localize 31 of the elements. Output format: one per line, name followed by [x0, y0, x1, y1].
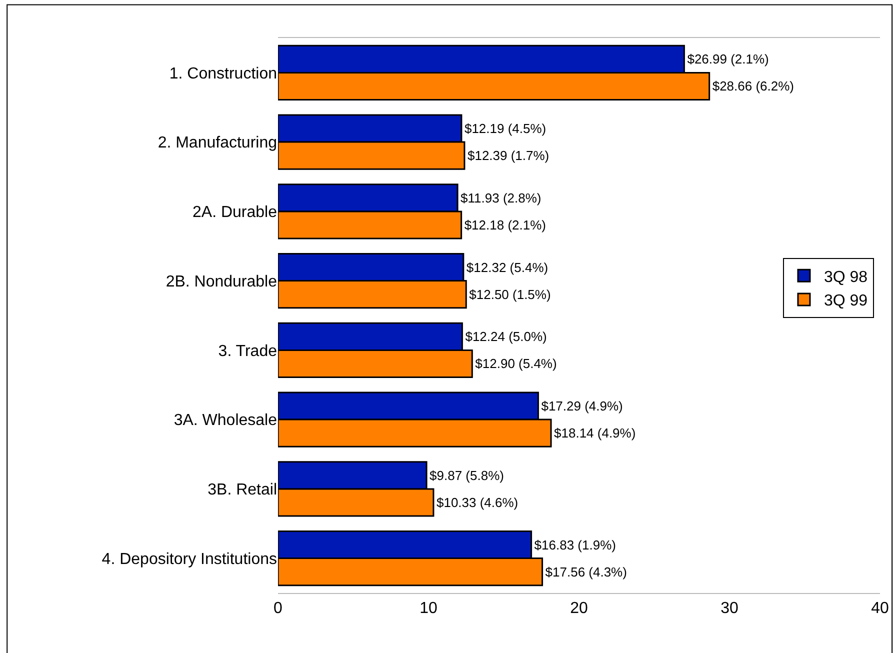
data-label: $12.50 (1.5%)	[469, 286, 551, 302]
x-tick-label: 0	[274, 600, 283, 618]
x-tick-label: 30	[720, 600, 738, 618]
data-label: $12.24 (5.0%)	[465, 329, 547, 344]
data-label: $17.29 (4.9%)	[541, 398, 623, 414]
x-tick-label: 10	[420, 600, 438, 618]
data-label: $16.83 (1.9%)	[534, 537, 616, 552]
data-label: $11.93 (2.8%)	[460, 190, 542, 206]
data-label: $12.32 (5.4%)	[466, 260, 548, 275]
y-tick-label: 3A. Wholesale	[174, 412, 278, 430]
data-label: $18.14 (4.9%)	[554, 426, 636, 441]
y-tick-label: 4. Depository Institutions	[102, 550, 277, 568]
data-label: $28.66 (6.2%)	[712, 78, 794, 94]
y-tick-label: 2A. Durable	[192, 204, 278, 222]
data-label: $12.19 (4.5%)	[464, 121, 546, 136]
data-label: $26.99 (2.1%)	[687, 52, 769, 67]
data-label: $10.33 (4.6%)	[436, 494, 518, 510]
y-tick-label: 3. Trade	[218, 342, 278, 360]
data-label: $12.39 (1.7%)	[467, 148, 550, 164]
y-tick-label: 3B. Retail	[208, 482, 277, 499]
data-label: $12.90 (5.4%)	[475, 356, 557, 372]
y-tick-label: 2. Manufacturing	[158, 134, 277, 152]
data-label: $17.56 (4.3%)	[545, 564, 627, 580]
y-tick-label: 1. Construction	[169, 65, 277, 82]
legend-label: 3Q 98	[824, 268, 868, 286]
y-tick-label: 2B. Nondurable	[166, 273, 278, 290]
legend-label: 3Q 99	[824, 292, 868, 310]
data-label: $9.87 (5.8%)	[430, 468, 504, 483]
data-label: $12.18 (2.1%)	[464, 217, 546, 232]
x-tick-label: 20	[570, 600, 588, 618]
x-tick-label: 40	[871, 600, 889, 618]
